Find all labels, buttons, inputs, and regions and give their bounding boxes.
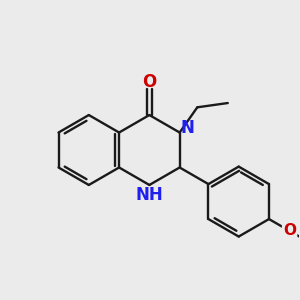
Text: N: N [180, 119, 194, 137]
Text: O: O [283, 224, 296, 238]
Text: O: O [142, 73, 157, 91]
Text: NH: NH [136, 187, 163, 205]
